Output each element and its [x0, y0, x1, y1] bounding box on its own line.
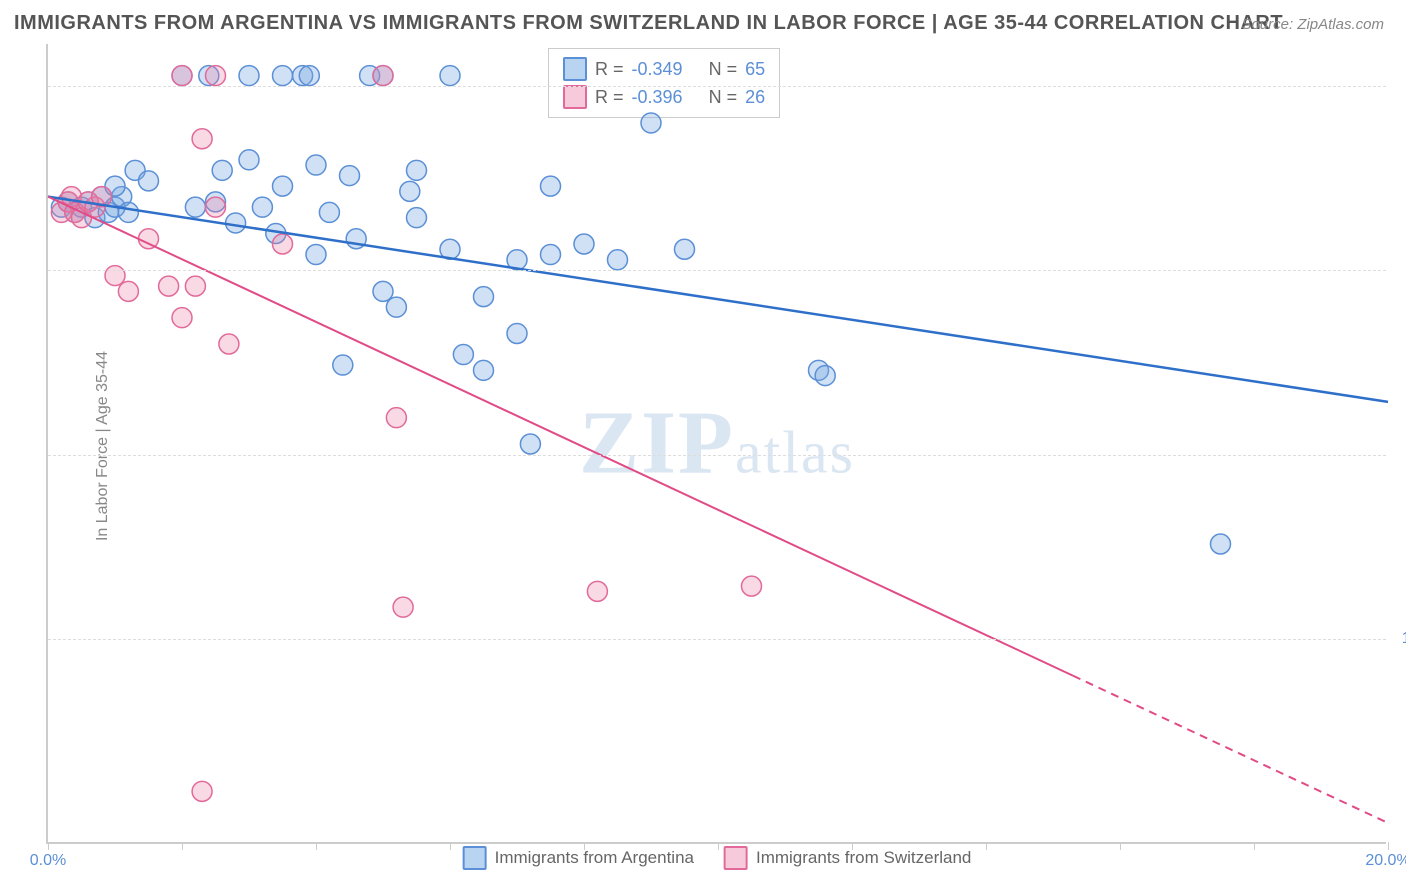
legend-item-argentina: Immigrants from Argentina	[463, 846, 694, 870]
legend-swatch-argentina-bottom	[463, 846, 487, 870]
x-tick-label: 20.0%	[1365, 852, 1406, 870]
legend-swatch-switzerland-bottom	[724, 846, 748, 870]
plot-svg	[48, 44, 1386, 842]
legend-item-switzerland: Immigrants from Switzerland	[724, 846, 971, 870]
source-label: Source: ZipAtlas.com	[1241, 16, 1384, 33]
y-tick-label: 100.0%	[1402, 630, 1406, 648]
x-tick-label: 0.0%	[30, 852, 66, 870]
plot-area: ZIPatlas R = -0.349 N = 65 R = -0.396 N …	[46, 44, 1386, 844]
chart-title: IMMIGRANTS FROM ARGENTINA VS IMMIGRANTS …	[14, 12, 1283, 35]
chart-container: IMMIGRANTS FROM ARGENTINA VS IMMIGRANTS …	[0, 0, 1406, 892]
legend-series: Immigrants from Argentina Immigrants fro…	[463, 846, 972, 870]
